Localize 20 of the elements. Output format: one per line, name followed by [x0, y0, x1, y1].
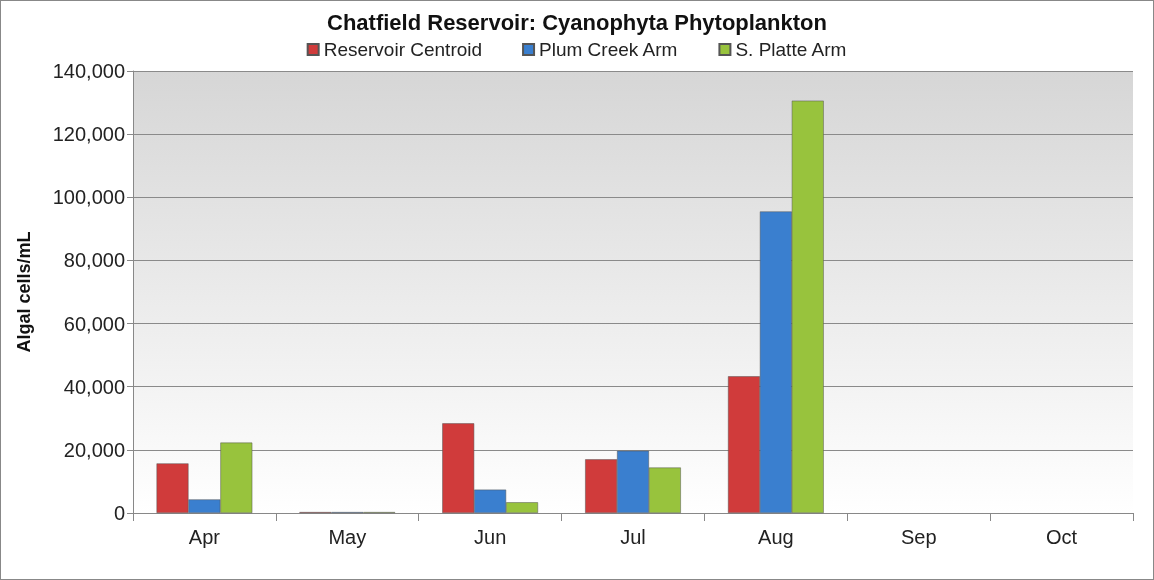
legend-label: Plum Creek Arm [539, 39, 678, 60]
legend-label: S. Platte Arm [735, 39, 847, 60]
x-tick-label: Sep [900, 526, 937, 548]
x-tick-label: Jul [620, 526, 646, 548]
y-tick-label: 60,000 [63, 312, 125, 335]
x-tick-label: Aug [758, 526, 794, 548]
y-axis-title: Algal cells/mL [14, 231, 34, 353]
x-tick-label: May [328, 526, 367, 548]
x-tick-label: Oct [1046, 526, 1078, 548]
y-tick-label: 40,000 [63, 375, 125, 398]
x-tick-label: Apr [188, 526, 221, 548]
y-tick-label: 100,000 [52, 186, 125, 209]
y-tick-label: 0 [113, 502, 125, 524]
y-tick-label: 20,000 [63, 438, 125, 461]
x-tick-label: Jun [474, 526, 507, 548]
chart-title: Chatfield Reservoir: Cyanophyta Phytoplankton [327, 9, 827, 35]
y-tick-label: 80,000 [63, 249, 125, 272]
legend-label: Reservoir Centroid [323, 39, 483, 60]
y-tick-label: 140,000 [52, 60, 125, 82]
y-tick-label: 120,000 [52, 123, 125, 146]
